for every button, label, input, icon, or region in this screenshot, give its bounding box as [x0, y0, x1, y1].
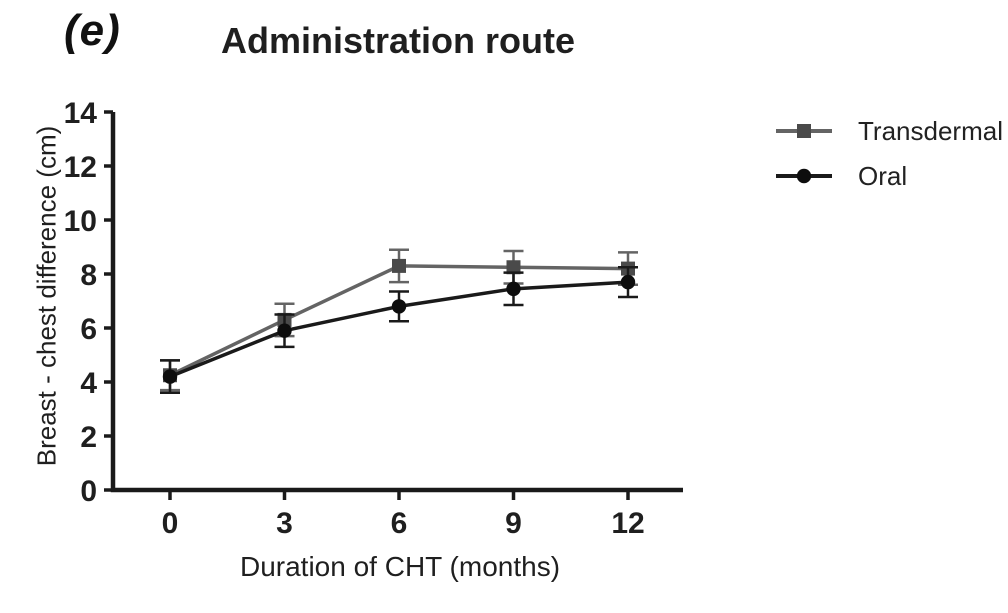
- y-axis-tick-label: 8: [80, 259, 97, 292]
- data-point-square-transdermal: [506, 260, 521, 275]
- data-point-circle-oral: [391, 299, 407, 314]
- oral-circle-marker-icon: [776, 168, 832, 184]
- data-point-circle-oral: [277, 323, 292, 338]
- legend-item-oral: Oral: [774, 160, 1003, 191]
- x-axis-tick-label: 9: [505, 507, 522, 540]
- y-axis-tick-label: 6: [80, 313, 97, 346]
- x-axis-tick-label: 12: [611, 507, 644, 540]
- legend-item-transdermal: Transdermal: [774, 115, 1003, 146]
- x-axis-title: Duration of CHT (months): [239, 551, 561, 582]
- transdermal-square-marker-icon: [776, 124, 832, 138]
- y-axis-tick-label: 2: [80, 421, 97, 454]
- legend: Transdermal Oral: [774, 115, 1003, 191]
- legend-label-oral: Oral: [858, 160, 908, 191]
- y-axis-title: Breast - chest difference (cm): [31, 125, 62, 467]
- data-point-circle-oral: [506, 281, 521, 297]
- chart-title: Administration route: [220, 20, 575, 61]
- data-point-circle-oral: [620, 274, 636, 290]
- y-axis-tick-label: 4: [80, 367, 97, 400]
- x-axis-tick-label: 0: [162, 507, 179, 540]
- legend-label-transdermal: Transdermal: [858, 115, 1003, 146]
- panel-letter: (e): [64, 6, 121, 55]
- y-axis-tick-label: 10: [64, 205, 97, 238]
- y-axis-tick-label: 0: [80, 475, 97, 508]
- y-axis-tick-label: 12: [64, 151, 97, 184]
- x-axis-tick-label: 6: [391, 507, 408, 540]
- y-axis-tick-label: 14: [64, 97, 98, 130]
- x-axis-tick-label: 3: [276, 507, 293, 540]
- data-point-circle-oral: [162, 369, 178, 384]
- data-point-square-transdermal: [392, 258, 406, 273]
